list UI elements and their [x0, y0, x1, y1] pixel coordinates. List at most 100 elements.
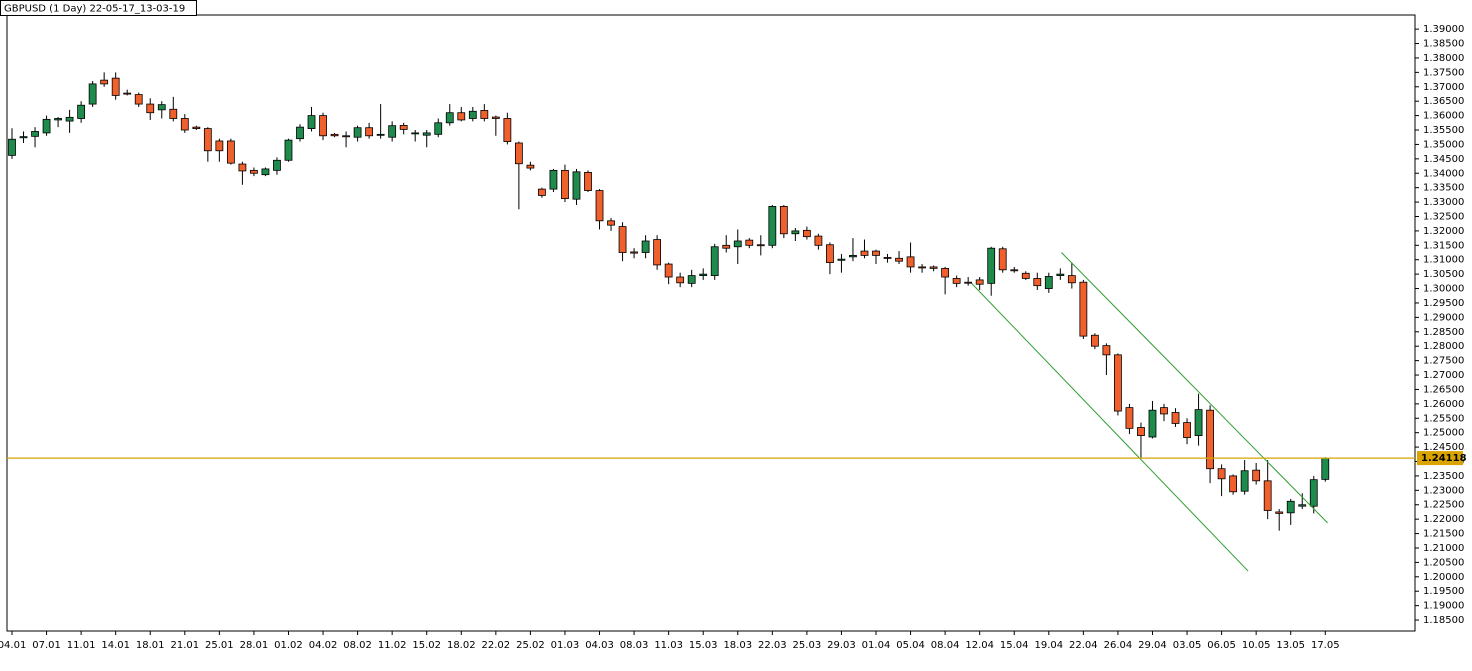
- candle-body: [8, 138, 16, 156]
- plot-frame: [6, 14, 1416, 632]
- candle-body: [434, 122, 443, 135]
- candle-body: [538, 188, 546, 196]
- y-tick-label: 1.24500: [1423, 442, 1464, 453]
- candle-body: [503, 118, 512, 142]
- current-price-label: 1.24118: [1421, 453, 1467, 464]
- candle-body: [65, 116, 74, 122]
- x-tick-label: 06.05: [1207, 640, 1236, 651]
- y-tick-label: 1.32000: [1423, 226, 1464, 237]
- x-tick-label: 04.03: [585, 640, 614, 651]
- candle-body: [837, 258, 846, 261]
- y-tick-label: 1.33000: [1423, 197, 1464, 208]
- x-tick-label: 12.04: [965, 640, 994, 651]
- y-tick-label: 1.22000: [1423, 514, 1464, 525]
- candle-body: [1010, 269, 1019, 272]
- candle-body: [561, 169, 569, 200]
- x-tick-label: 19.04: [1034, 640, 1063, 651]
- y-tick-label: 1.27000: [1423, 370, 1464, 381]
- candle-body: [77, 104, 86, 119]
- candle-body: [549, 169, 558, 190]
- y-tick-label: 1.38000: [1423, 53, 1464, 64]
- candle-body: [1263, 480, 1272, 511]
- y-tick-label: 1.34000: [1423, 168, 1464, 179]
- y-tick-label: 1.23000: [1423, 485, 1464, 496]
- candle-body: [296, 126, 304, 140]
- x-tick-label: 11.01: [67, 640, 96, 651]
- x-tick-label: 01.03: [551, 640, 580, 651]
- y-tick-label: 1.20000: [1423, 572, 1464, 583]
- y-tick-label: 1.26000: [1423, 399, 1464, 410]
- y-tick-label: 1.19500: [1423, 586, 1464, 597]
- x-tick-label: 22.04: [1069, 640, 1098, 651]
- trendline: [971, 283, 1249, 572]
- candle-body: [941, 267, 950, 278]
- x-tick-label: 21.01: [170, 640, 199, 651]
- x-tick-label: 28.01: [240, 640, 269, 651]
- candle-body: [1102, 345, 1111, 356]
- candle-body: [1171, 412, 1180, 424]
- y-tick-label: 1.28500: [1423, 327, 1464, 338]
- candle-body: [1298, 504, 1307, 507]
- y-tick-label: 1.39000: [1423, 24, 1464, 35]
- candle-body: [1229, 475, 1238, 493]
- candle-body: [595, 190, 604, 222]
- candle-body: [1067, 275, 1076, 284]
- y-tick-label: 1.26500: [1423, 384, 1464, 395]
- x-tick-label: 25.01: [205, 640, 234, 651]
- y-tick-label: 1.32500: [1423, 211, 1464, 222]
- x-tick-label: 08.02: [343, 640, 372, 651]
- candle-body: [745, 239, 754, 246]
- candle-body: [1079, 281, 1088, 337]
- x-tick-label: 13.05: [1276, 640, 1305, 651]
- candle-body: [1194, 409, 1203, 436]
- y-tick-label: 1.35000: [1423, 139, 1464, 150]
- y-tick-label: 1.37500: [1423, 67, 1464, 78]
- y-tick-label: 1.31000: [1423, 255, 1464, 266]
- candle-body: [1114, 354, 1122, 412]
- candle-body: [203, 128, 212, 152]
- candle-body: [526, 164, 535, 169]
- y-tick-label: 1.27500: [1423, 356, 1464, 367]
- x-tick-label: 15.03: [689, 640, 718, 651]
- chart-title: GBPUSD (1 Day) 22-05-17_13-03-19: [4, 4, 185, 15]
- candle-body: [733, 240, 742, 248]
- x-tick-label: 01.04: [862, 640, 891, 651]
- candle-body: [468, 110, 477, 119]
- candle-body: [1217, 468, 1226, 480]
- y-tick-label: 1.29500: [1423, 298, 1464, 309]
- candle-body: [1183, 422, 1191, 438]
- candle-body: [630, 251, 638, 254]
- x-tick-label: 15.04: [1000, 640, 1029, 651]
- candle-body: [180, 118, 189, 131]
- title-box: [0, 0, 197, 16]
- y-tick-label: 1.29000: [1423, 312, 1464, 323]
- candle-body: [480, 110, 489, 119]
- candle-body: [376, 133, 385, 136]
- candle-body: [215, 140, 224, 152]
- candle-body: [1148, 409, 1157, 438]
- y-tick-label: 1.21500: [1423, 529, 1464, 540]
- x-tick-label: 29.04: [1138, 640, 1167, 651]
- x-tick-label: 18.02: [447, 640, 476, 651]
- candle-body: [319, 115, 327, 137]
- candle-body: [952, 278, 961, 284]
- candle-body: [1275, 511, 1284, 514]
- candle-body: [284, 139, 293, 161]
- candle-body: [1056, 273, 1065, 276]
- candle-body: [1321, 457, 1330, 480]
- x-tick-label: 29.03: [827, 640, 856, 651]
- candle-body: [111, 77, 120, 96]
- candle-body: [134, 94, 143, 105]
- x-tick-label: 07.01: [32, 640, 61, 651]
- y-tick-label: 1.35500: [1423, 125, 1464, 136]
- candle-body: [1160, 407, 1168, 415]
- candle-body: [342, 135, 350, 138]
- candle-body: [779, 206, 788, 235]
- candle-body: [238, 163, 247, 172]
- x-tick-label: 25.02: [516, 640, 545, 651]
- candle-body: [929, 266, 938, 269]
- candle-body: [146, 103, 155, 114]
- candle-body: [722, 244, 731, 249]
- candle-body: [457, 112, 466, 121]
